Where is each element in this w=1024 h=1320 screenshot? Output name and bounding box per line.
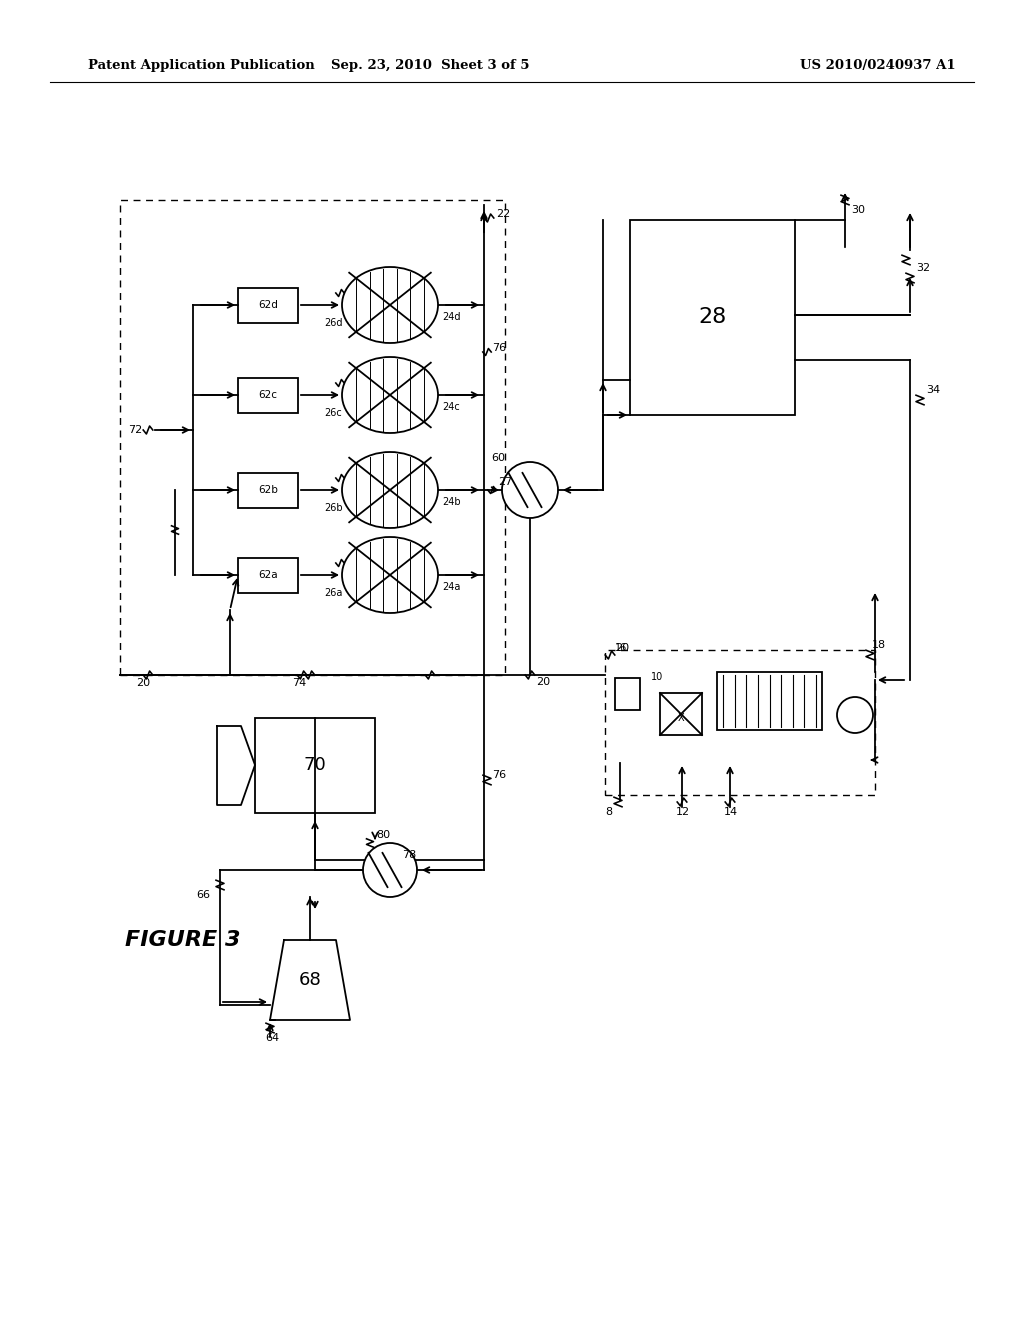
Text: 26c: 26c xyxy=(324,408,342,418)
Text: 20: 20 xyxy=(615,643,629,653)
Bar xyxy=(605,649,874,795)
Text: 72: 72 xyxy=(128,425,142,436)
Text: 64: 64 xyxy=(265,1034,280,1043)
Text: 14: 14 xyxy=(724,807,738,817)
Ellipse shape xyxy=(342,267,438,343)
Text: 24c: 24c xyxy=(442,403,460,412)
Text: 60: 60 xyxy=(490,453,505,463)
Text: 26a: 26a xyxy=(324,587,342,598)
Circle shape xyxy=(362,843,417,898)
Text: 24d: 24d xyxy=(442,312,461,322)
Text: 62d: 62d xyxy=(258,300,278,310)
Text: 12: 12 xyxy=(676,807,690,817)
Text: 80: 80 xyxy=(376,830,390,840)
Text: 27: 27 xyxy=(498,477,512,487)
Bar xyxy=(120,201,505,675)
Text: 32: 32 xyxy=(916,263,930,273)
Text: 22: 22 xyxy=(496,209,510,219)
Text: 62a: 62a xyxy=(258,570,278,579)
Text: 26b: 26b xyxy=(324,503,343,513)
Circle shape xyxy=(502,462,558,517)
Text: 16: 16 xyxy=(615,643,628,653)
Text: FIGURE 3: FIGURE 3 xyxy=(125,931,241,950)
Text: 76: 76 xyxy=(492,343,506,352)
Text: Sep. 23, 2010  Sheet 3 of 5: Sep. 23, 2010 Sheet 3 of 5 xyxy=(331,58,529,71)
Text: 24a: 24a xyxy=(442,582,461,591)
Bar xyxy=(630,220,795,414)
Bar xyxy=(717,672,822,730)
Text: Patent Application Publication: Patent Application Publication xyxy=(88,58,314,71)
Text: X: X xyxy=(678,713,684,723)
Text: 62c: 62c xyxy=(258,389,278,400)
Text: 66: 66 xyxy=(196,890,210,900)
Ellipse shape xyxy=(342,451,438,528)
Text: 20: 20 xyxy=(136,678,151,688)
Bar xyxy=(615,678,640,710)
Text: 78: 78 xyxy=(402,850,416,861)
Bar xyxy=(238,378,298,413)
Bar xyxy=(255,718,375,813)
Circle shape xyxy=(837,697,873,733)
Text: 18: 18 xyxy=(872,640,886,649)
Text: 26d: 26d xyxy=(324,318,342,327)
Text: 76: 76 xyxy=(492,770,506,780)
Text: 62b: 62b xyxy=(258,484,278,495)
Text: 70: 70 xyxy=(304,756,327,774)
Text: US 2010/0240937 A1: US 2010/0240937 A1 xyxy=(800,58,955,71)
Text: 10: 10 xyxy=(651,672,664,682)
Ellipse shape xyxy=(342,537,438,612)
Text: 68: 68 xyxy=(299,972,322,989)
Text: 20: 20 xyxy=(536,677,550,686)
Text: 74: 74 xyxy=(292,678,306,688)
Ellipse shape xyxy=(342,356,438,433)
Bar xyxy=(238,288,298,323)
Bar xyxy=(238,558,298,593)
Text: 24b: 24b xyxy=(442,498,461,507)
Text: 8: 8 xyxy=(605,807,612,817)
Text: 28: 28 xyxy=(698,308,726,327)
Bar xyxy=(238,473,298,508)
Text: 34: 34 xyxy=(926,385,940,395)
Text: 30: 30 xyxy=(851,205,865,215)
Bar xyxy=(660,693,702,735)
